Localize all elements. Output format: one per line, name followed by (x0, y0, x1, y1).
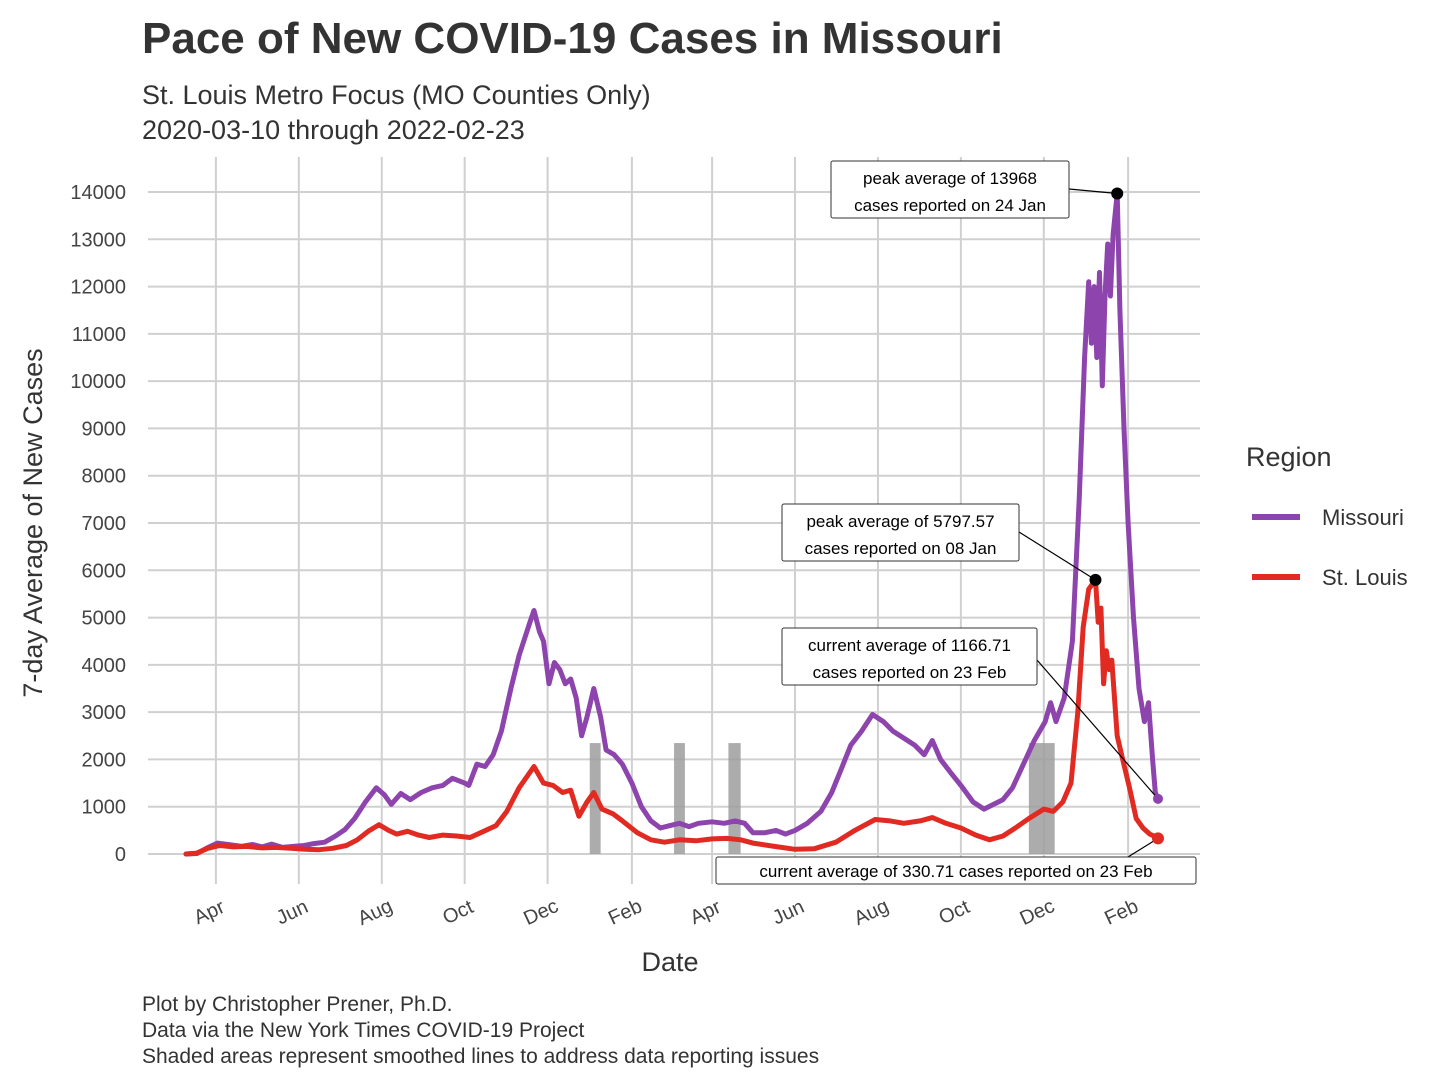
subtitle-line-2: 2020-03-10 through 2022-02-23 (142, 115, 525, 145)
annotation-text-0-line-2: cases reported on 24 Jan (854, 196, 1046, 215)
y-tick-label-10000: 10000 (70, 371, 126, 393)
annotation-text-1-line-2: cases reported on 08 Jan (805, 539, 997, 558)
x-axis: Apr Jun Aug Oct Dec Feb Apr Jun Aug Oct Dec Feb (191, 895, 1142, 930)
x-tick-label-jun-7: Jun (769, 896, 808, 930)
legend: Region Missouri St. Louis (1246, 442, 1408, 590)
annotation-text-1-line-1: peak average of 5797.57 (806, 512, 994, 531)
annotation-leader-2 (1036, 659, 1159, 800)
chart-title: Pace of New COVID-19 Cases in Missouri (142, 14, 1003, 63)
x-tick-label-dec-10: Dec (1017, 895, 1059, 930)
annotation-text-3: current average of 330.71 cases reported… (759, 862, 1152, 881)
current-point-missouri (1153, 793, 1163, 804)
subtitle-line-1: St. Louis Metro Focus (MO Counties Only) (142, 80, 651, 110)
shaded-area-1 (674, 743, 685, 854)
y-tick-label-0: 0 (115, 844, 126, 866)
legend-label-st-louis: St. Louis (1322, 565, 1408, 590)
chart-caption: Plot by Christopher Prener, Ph.D. Data v… (142, 992, 819, 1070)
annotation-point-1 (1089, 573, 1102, 586)
y-tick-label-8000: 8000 (82, 466, 127, 488)
x-tick-label-apr-6: Apr (687, 896, 725, 929)
current-point-st-louis (1152, 832, 1164, 845)
x-tick-label-oct-3: Oct (439, 896, 477, 929)
shaded-area-2 (728, 743, 741, 854)
legend-label-missouri: Missouri (1322, 505, 1404, 530)
annotation-box-0 (830, 160, 1070, 219)
x-tick-label-jun-1: Jun (273, 896, 312, 930)
annotation-point-0 (1111, 187, 1124, 200)
y-tick-label-5000: 5000 (82, 608, 127, 630)
caption-line-2: Data via the New York Times COVID-19 Pro… (142, 1019, 585, 1042)
annotation-box-3 (715, 856, 1197, 885)
annotation-leader-1 (1018, 531, 1096, 581)
x-tick-label-apr-0: Apr (191, 896, 229, 929)
y-tick-label-4000: 4000 (82, 655, 127, 677)
chart-subtitle: St. Louis Metro Focus (MO Counties Only)… (142, 78, 651, 148)
annotation-text-2-line-2: cases reported on 23 Feb (813, 663, 1007, 682)
y-tick-label-11000: 11000 (72, 324, 126, 346)
y-tick-label-3000: 3000 (82, 702, 127, 724)
x-tick-label-feb-5: Feb (605, 895, 646, 930)
y-axis-title: 7-day Average of New Cases (18, 348, 48, 697)
x-tick-label-dec-4: Dec (520, 895, 562, 930)
annotation-text-2-line-1: current average of 1166.71 (808, 636, 1011, 655)
caption-line-3: Shaded areas represent smoothed lines to… (142, 1045, 820, 1068)
y-tick-label-6000: 6000 (82, 560, 127, 582)
series-line-st-louis (183, 577, 1161, 857)
x-tick-label-feb-11: Feb (1101, 895, 1142, 930)
legend-title: Region (1246, 442, 1332, 472)
x-axis-title: Date (641, 947, 698, 977)
y-axis: 0 1000 2000 3000 4000 5000 6000 7000 8000 9000 100… (70, 182, 126, 866)
y-tick-label-14000: 14000 (70, 182, 126, 204)
y-tick-label-7000: 7000 (82, 513, 127, 535)
shaded-area-3 (1028, 743, 1055, 854)
annotations: peak average of 13968 cases reported on 2… (715, 160, 1197, 885)
y-tick-label-13000: 13000 (70, 229, 126, 251)
annotation-text-0-line-1: peak average of 13968 (863, 169, 1037, 188)
caption-line-1: Plot by Christopher Prener, Ph.D. (142, 993, 453, 1016)
y-tick-label-2000: 2000 (82, 749, 127, 771)
x-tick-label-aug-8: Aug (851, 895, 893, 930)
series-line-missouri (183, 191, 1161, 857)
y-tick-label-1000: 1000 (82, 797, 127, 819)
x-tick-label-oct-9: Oct (936, 896, 974, 929)
x-tick-label-aug-2: Aug (354, 895, 396, 930)
annotation-box-1 (781, 503, 1020, 562)
annotation-leader-0 (1068, 188, 1118, 195)
y-tick-label-9000: 9000 (82, 418, 127, 440)
annotation-box-2 (781, 627, 1038, 686)
y-tick-label-12000: 12000 (70, 277, 126, 299)
